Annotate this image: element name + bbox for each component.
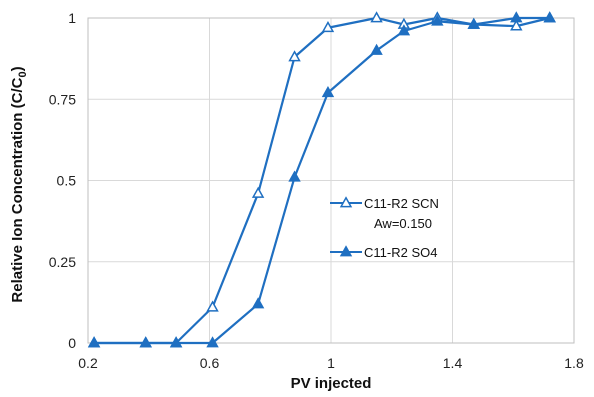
- y-axis-title-subscript: 0: [17, 71, 29, 77]
- x-axis-title: PV injected: [291, 375, 372, 392]
- legend-label-so4: C11-R2 SO4: [364, 245, 437, 260]
- data-point-open-triangle: [251, 186, 265, 198]
- data-point-filled-triangle: [251, 297, 265, 309]
- x-tick-label: 0.6: [200, 355, 220, 371]
- y-tick-label: 1: [68, 10, 76, 26]
- y-axis-title: Relative Ion Concentration (C/C0): [9, 66, 29, 302]
- series-layer: [87, 11, 556, 348]
- y-axis-title-close: ): [9, 66, 26, 71]
- data-point-filled-triangle: [288, 170, 301, 182]
- data-point-filled-triangle: [467, 17, 480, 29]
- data-point-filled-triangle: [510, 11, 523, 23]
- legend-marker-open-triangle: [339, 196, 353, 208]
- y-tick-label: 0.5: [57, 173, 77, 189]
- data-point-open-triangle: [206, 300, 219, 312]
- x-tick-label: 1.4: [443, 355, 463, 371]
- y-tick-label: 0: [68, 335, 76, 351]
- data-point-filled-triangle: [139, 336, 152, 348]
- data-point-filled-triangle: [370, 43, 383, 55]
- data-point-filled-triangle: [543, 11, 556, 23]
- data-point-open-triangle: [321, 21, 335, 33]
- data-point-filled-triangle: [87, 336, 101, 348]
- data-point-filled-triangle: [169, 336, 183, 348]
- data-point-filled-triangle: [397, 24, 411, 36]
- legend-label-scn: C11-R2 SCN: [364, 196, 439, 211]
- x-tick-label: 1: [327, 355, 335, 371]
- plot-area-frame: [87, 17, 575, 344]
- data-point-filled-triangle: [206, 336, 219, 348]
- axis-ticks: 0 0.25 0.5 0.75 1 0.2 0.6 1 1.4 1.8: [49, 10, 584, 371]
- data-point-open-triangle: [370, 11, 383, 23]
- data-point-filled-triangle: [321, 86, 335, 98]
- y-tick-label: 0.25: [49, 254, 76, 270]
- legend-label-scn-aw: Aw=0.150: [374, 216, 432, 231]
- legend-item-so4: C11-R2 SO4: [330, 245, 437, 260]
- data-point-open-triangle: [288, 50, 301, 62]
- data-point-filled-triangle: [431, 14, 444, 26]
- x-tick-label: 1.8: [564, 355, 584, 371]
- x-tick-label: 0.2: [78, 355, 98, 371]
- data-point-open-triangle: [510, 19, 523, 31]
- legend: C11-R2 SCN Aw=0.150 C11-R2 SO4: [330, 196, 439, 260]
- y-tick-label: 0.75: [49, 91, 76, 107]
- legend-marker-filled-triangle: [339, 245, 353, 257]
- y-axis-title-main: Relative Ion Concentration (C/C: [9, 77, 26, 302]
- legend-item-scn: C11-R2 SCN Aw=0.150: [330, 196, 439, 231]
